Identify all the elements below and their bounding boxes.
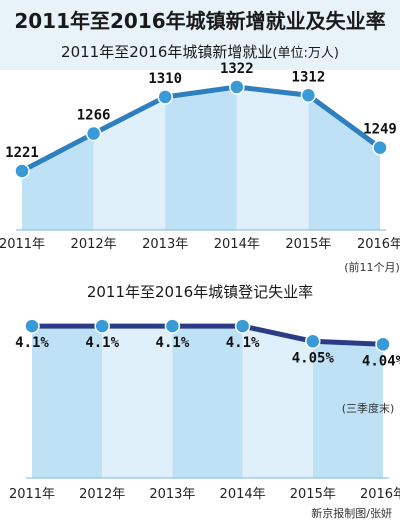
- data-point: [300, 87, 317, 104]
- x-tick-label: 2014年: [220, 487, 266, 502]
- area-band: [242, 326, 313, 478]
- data-point: [157, 89, 173, 105]
- data-point: [164, 318, 181, 334]
- area-band: [32, 326, 103, 478]
- chart1-title: 2011年至2016年城镇新增就业: [61, 43, 272, 61]
- data-point: [375, 336, 391, 353]
- data-label: 4.1%: [156, 335, 190, 351]
- data-label: 1266: [77, 108, 111, 124]
- area-band: [93, 96, 166, 231]
- area-band: [172, 326, 243, 478]
- chart2-title: 2011年至2016年城镇登记失业率: [87, 283, 313, 301]
- data-label: 1312: [292, 69, 326, 85]
- data-point: [14, 163, 30, 179]
- data-label: 4.1%: [226, 335, 260, 351]
- unemployment-chart: 4.1% 4.1% 4.1% 4.1% 4.05% 4.04% 2011年 2012年 2013…: [9, 318, 400, 502]
- data-label: 4.05%: [292, 350, 335, 366]
- data-label: 1322: [220, 61, 254, 77]
- data-label: 1310: [148, 71, 182, 87]
- data-label: 1249: [363, 122, 397, 138]
- series-line: [32, 323, 384, 347]
- data-label: 1221: [5, 145, 39, 161]
- x-tick-label: 2012年: [71, 237, 117, 252]
- x-tick-label: 2015年: [285, 237, 331, 252]
- data-label: 4.1%: [15, 335, 49, 351]
- x-tick-label: 2016年: [357, 237, 400, 252]
- x-tick-label: 2013年: [142, 237, 188, 252]
- employment-chart: 1221 1266 1310 1322 1312 1249 2011年 2012年 2013年 2…: [0, 61, 400, 252]
- area-band: [236, 86, 309, 231]
- x-tick-label: 2011年: [0, 237, 45, 252]
- chart1-unit-note: (单位:万人): [272, 46, 339, 61]
- data-label: 4.1%: [85, 335, 119, 351]
- area-band: [22, 133, 94, 230]
- x-tick-label: 2015年: [290, 487, 336, 502]
- data-point: [305, 333, 321, 350]
- data-point: [85, 125, 102, 142]
- svg-text:2011年至2016年城镇新增就业(单位:万人): 2011年至2016年城镇新增就业(单位:万人): [61, 43, 339, 61]
- data-point: [94, 318, 110, 334]
- chart2-footnote: (三季度末): [342, 401, 395, 415]
- x-tick-label: 2014年: [214, 237, 260, 252]
- x-tick-label: 2016年: [360, 487, 400, 502]
- x-tick-label: 2011年: [9, 487, 55, 502]
- data-label: 4.04%: [362, 353, 400, 369]
- data-point: [372, 139, 388, 156]
- credit-text: 新京报制图/张妍: [311, 506, 392, 520]
- area-band: [165, 86, 237, 231]
- area-band: [308, 95, 380, 230]
- data-point: [24, 318, 40, 334]
- series-line: [20, 84, 382, 174]
- data-point: [229, 79, 245, 95]
- area-band: [312, 341, 383, 478]
- chart1-footnote: (前11个月): [344, 260, 400, 274]
- data-point: [234, 318, 251, 334]
- title-band: [0, 0, 400, 70]
- x-tick-label: 2012年: [79, 487, 125, 502]
- main-title: 2011年至2016年城镇新增就业及失业率: [14, 9, 385, 33]
- x-tick-label: 2013年: [149, 487, 195, 502]
- area-band: [102, 326, 173, 478]
